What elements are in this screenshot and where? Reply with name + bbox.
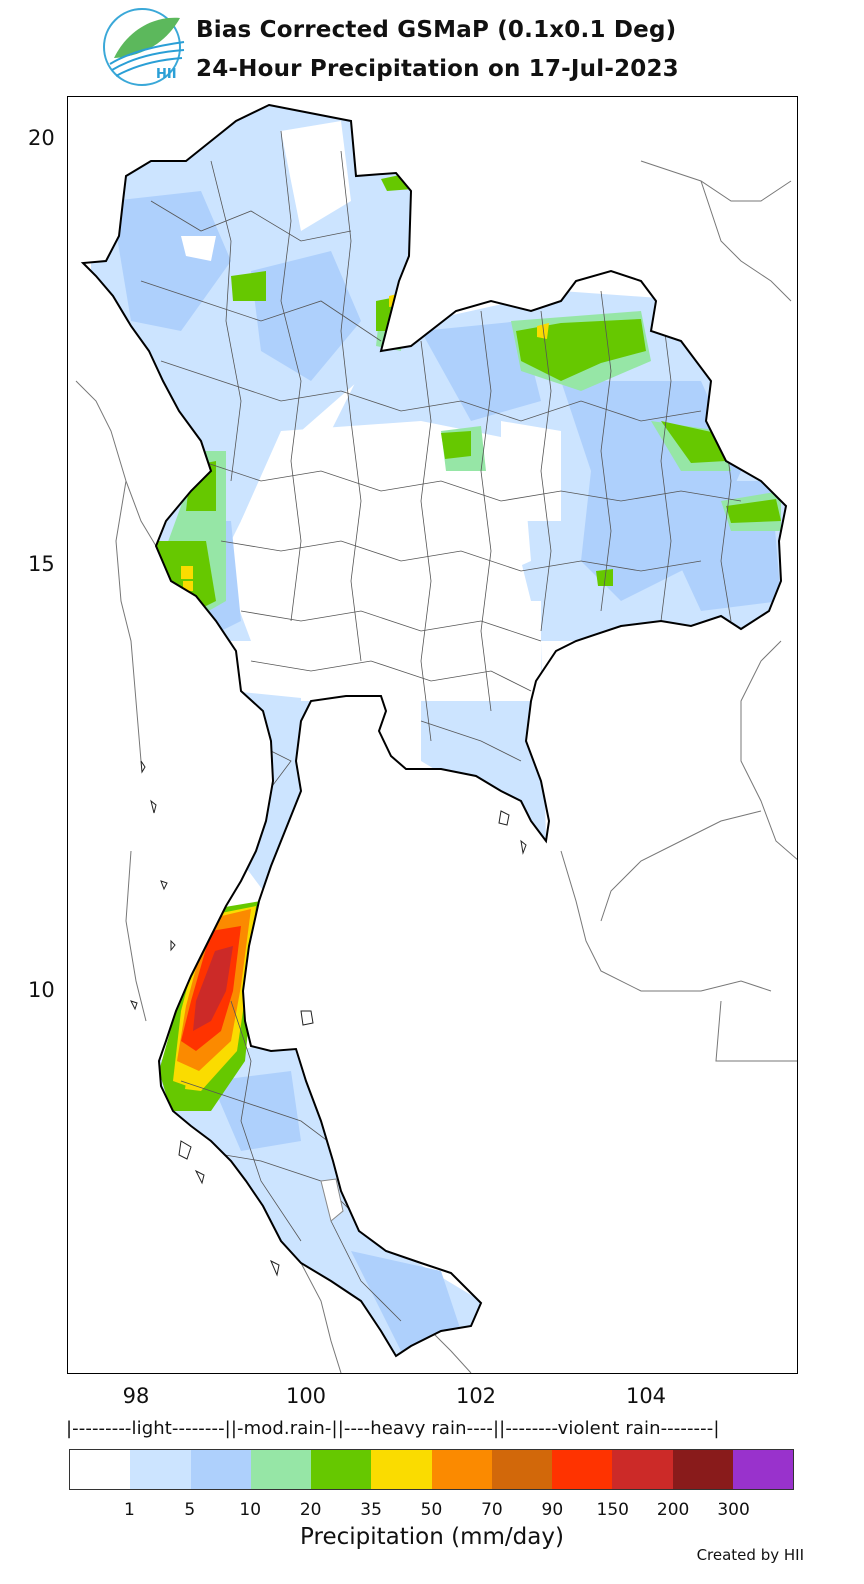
colorbar-label: 1 <box>123 1500 135 1520</box>
colorbar-swatch <box>250 1450 311 1489</box>
lat-tick-10: 10 <box>28 978 55 1002</box>
lat-tick-15: 15 <box>28 552 55 576</box>
colorbar-label: 5 <box>184 1500 196 1520</box>
title-line-2: 24-Hour Precipitation on 17-Jul-2023 <box>196 56 679 82</box>
colorbar-swatch <box>431 1450 492 1489</box>
colorbar-label: 35 <box>360 1500 382 1520</box>
colorbar-label: 300 <box>717 1500 750 1520</box>
colorbar-xlabel: Precipitation (mm/day) <box>300 1524 564 1550</box>
colorbar-swatch <box>311 1450 372 1489</box>
lon-tick-104: 104 <box>625 1384 667 1408</box>
lon-tick-98: 98 <box>122 1384 150 1408</box>
legend-category-line: |---------light--------||-mod.rain-||---… <box>66 1418 720 1439</box>
colorbar-swatch <box>70 1450 131 1489</box>
colorbar-label: 10 <box>239 1500 262 1520</box>
colorbar-label: 70 <box>481 1500 503 1520</box>
logo-text: HII <box>156 67 177 82</box>
lat-tick-20: 20 <box>28 126 55 150</box>
colorbar-swatch <box>612 1450 673 1489</box>
precipitation-map <box>67 96 798 1374</box>
lon-tick-100: 100 <box>285 1384 327 1408</box>
colorbar-swatch <box>130 1450 191 1489</box>
colorbar <box>69 1449 794 1490</box>
colorbar-label: 20 <box>299 1500 322 1520</box>
colorbar-swatch <box>672 1450 733 1489</box>
colorbar-swatch <box>552 1450 613 1489</box>
colorbar-label: 200 <box>656 1500 690 1520</box>
colorbar-label: 50 <box>420 1500 443 1520</box>
credit-text: Created by HII <box>696 1546 804 1564</box>
colorbar-swatch <box>491 1450 552 1489</box>
title-line-1: Bias Corrected GSMaP (0.1x0.1 Deg) <box>196 17 677 43</box>
colorbar-label: 90 <box>541 1500 564 1520</box>
colorbar-swatch <box>732 1450 793 1489</box>
lon-tick-102: 102 <box>455 1384 497 1408</box>
colorbar-swatch <box>190 1450 251 1489</box>
hii-logo: HII <box>100 6 188 88</box>
colorbar-swatch <box>371 1450 432 1489</box>
colorbar-label: 150 <box>596 1500 629 1520</box>
